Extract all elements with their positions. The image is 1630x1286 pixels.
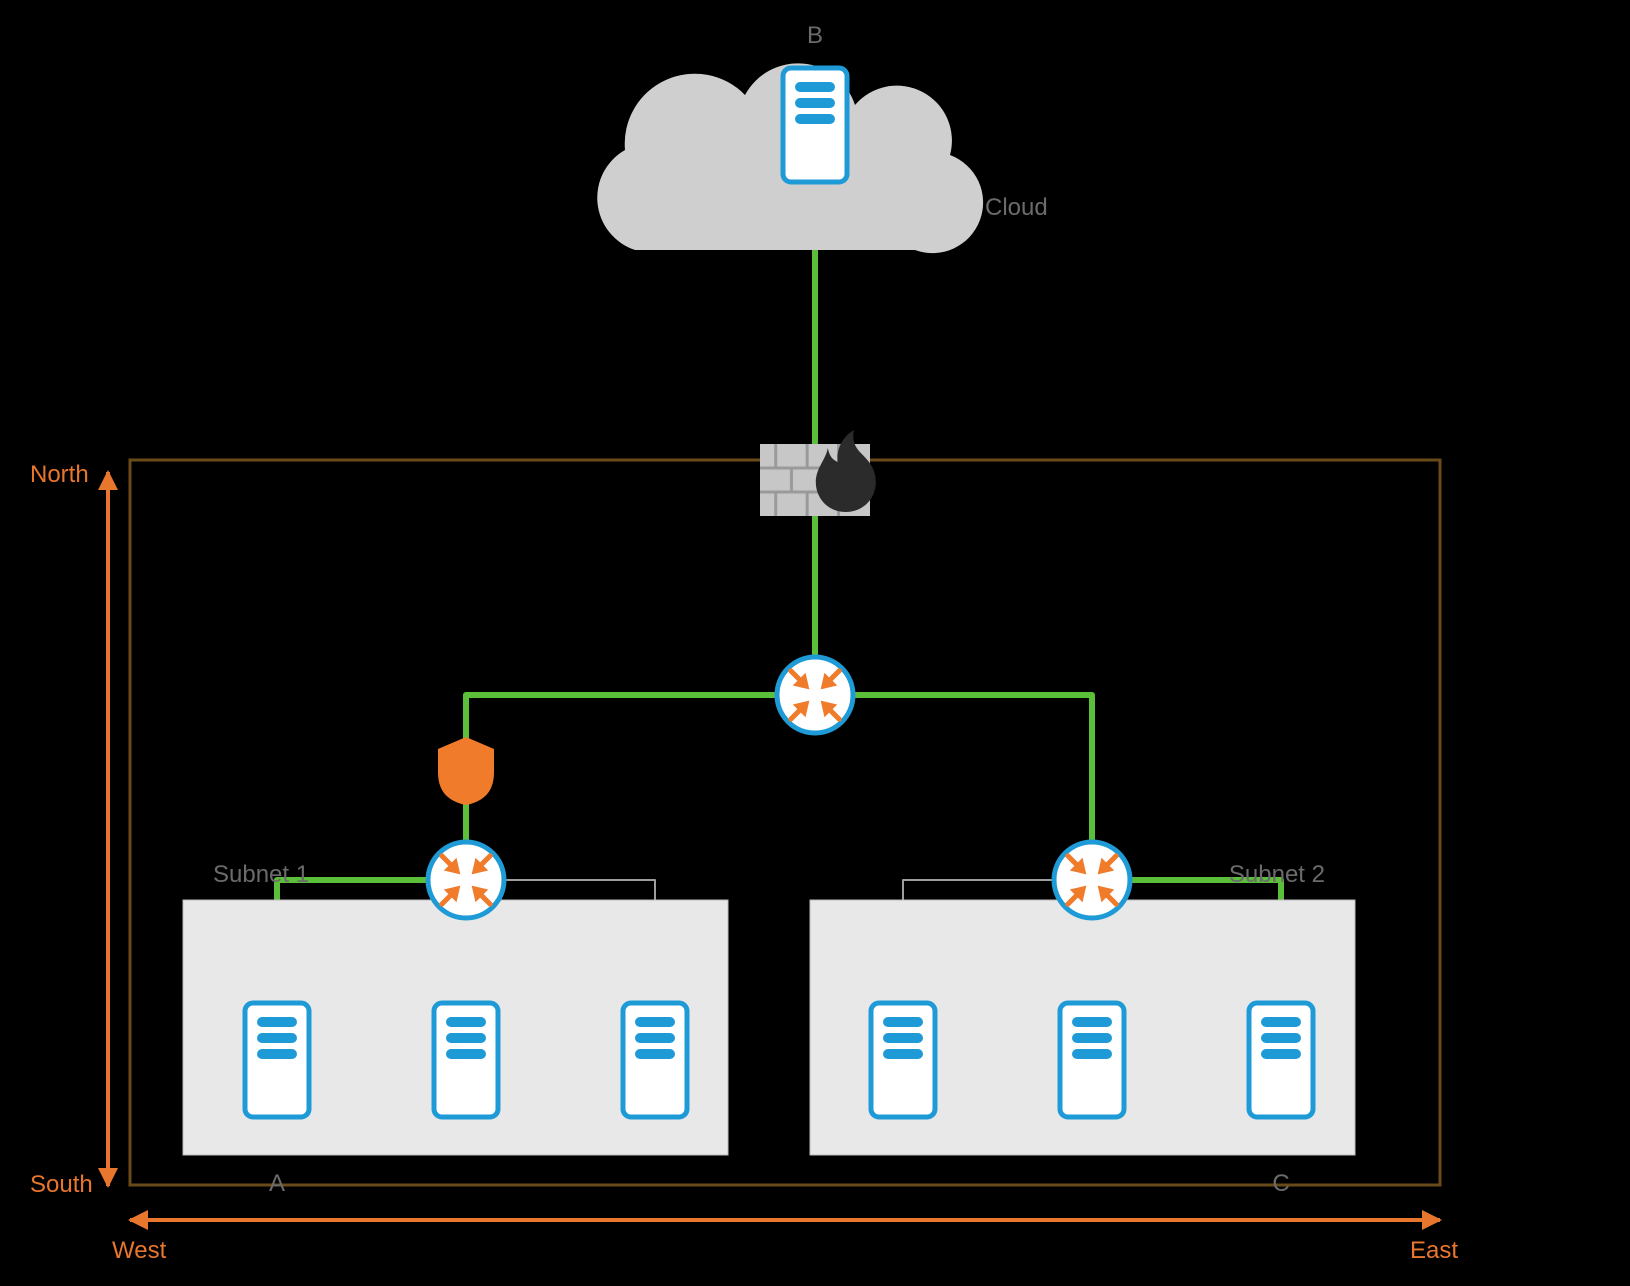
server-s2b <box>1060 1003 1124 1117</box>
label-a: A <box>269 1170 285 1197</box>
server-b <box>783 68 847 182</box>
server-s2a <box>871 1003 935 1117</box>
label-b: B <box>807 22 823 49</box>
router-top <box>777 657 853 733</box>
label-west: West <box>112 1237 167 1264</box>
label-south: South <box>30 1171 93 1198</box>
label-subnet2: Subnet 2 <box>1229 861 1325 888</box>
label-cloud: Cloud <box>985 194 1048 221</box>
server-s1c <box>623 1003 687 1117</box>
server-s1b <box>434 1003 498 1117</box>
router-left <box>428 842 504 918</box>
label-c: C <box>1272 1170 1289 1197</box>
label-east: East <box>1410 1237 1458 1264</box>
label-north: North <box>30 461 89 488</box>
shield-icon <box>438 737 494 805</box>
server-s2c <box>1249 1003 1313 1117</box>
label-subnet1: Subnet 1 <box>213 861 309 888</box>
server-s1a <box>245 1003 309 1117</box>
router-right <box>1054 842 1130 918</box>
diagram-canvas: B Cloud Subnet 1 Subnet 2 A C North South West Ea… <box>0 0 1630 1286</box>
